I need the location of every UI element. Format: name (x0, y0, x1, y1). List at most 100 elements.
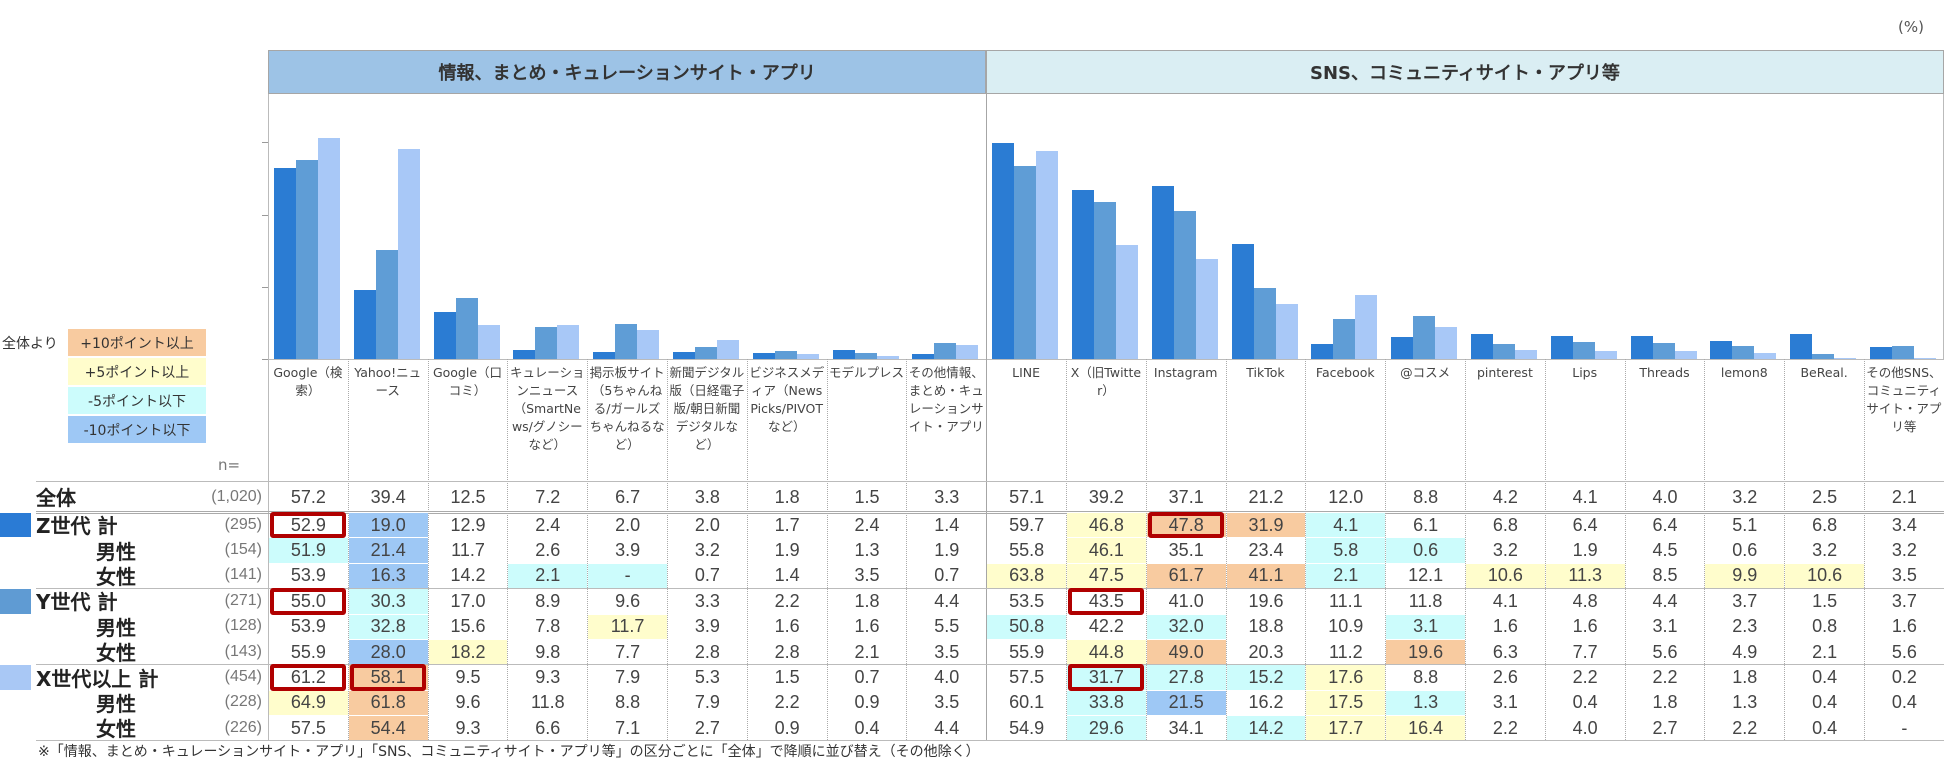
table-cell: 1.9 (1572, 540, 1598, 561)
table-cell: 2.6 (1492, 667, 1518, 688)
unit-label: (%) (1898, 18, 1924, 36)
column-divider (1544, 359, 1546, 740)
table-cell: 0.4 (1812, 692, 1838, 713)
bar-y-gen (1253, 288, 1276, 359)
table-cell: 19.6 (1386, 640, 1465, 665)
table-cell: 11.7 (451, 540, 485, 561)
table-cell: 35.1 (1168, 540, 1204, 561)
table-cell: 46.8 (1067, 513, 1146, 538)
bar-y-gen (1572, 341, 1595, 359)
table-cell: 6.8 (1812, 514, 1838, 535)
table-cell: 2.8 (694, 641, 720, 662)
bar-z-gen (433, 312, 456, 359)
table-cell: 4.1 (1306, 513, 1386, 538)
table-cell: 1.9 (774, 540, 800, 561)
table-cell: 0.2 (1891, 667, 1917, 688)
bar-x-gen (1674, 351, 1697, 359)
row-label: 男性 (96, 539, 136, 564)
bar-x-gen (1914, 358, 1936, 359)
table-cell: 7.8 (535, 616, 561, 637)
column-header-label: 掲示板サイト（5ちゃんねる/ガールズちゃんねるなど） (589, 365, 665, 452)
table-cell: 5.6 (1891, 641, 1917, 662)
column-header-label: その他SNS、コミュニティサイト・アプリ等 (1866, 365, 1942, 434)
column-divider (1465, 359, 1466, 740)
table-cell: 33.8 (1067, 690, 1146, 716)
table-cell: 3.2 (1732, 486, 1758, 507)
table-cell: 9.6 (455, 692, 481, 713)
group-row-divider (36, 664, 1944, 666)
highlight-box (270, 512, 346, 539)
bar-x-gen (796, 353, 819, 359)
table-cell: 5.8 (1306, 538, 1386, 563)
row-divider (36, 481, 1944, 482)
table-cell: 63.8 (987, 563, 1066, 589)
table-cell: 1.5 (1812, 590, 1838, 611)
column-divider (1066, 359, 1067, 740)
row-label: 女性 (96, 565, 136, 589)
row-label: X世代以上 計 (36, 666, 159, 691)
bar-y-gen (1333, 318, 1356, 359)
column-divider (1784, 359, 1786, 740)
legend-item-y: +5ポイント以上 (68, 358, 206, 385)
bar-x-gen (956, 344, 979, 359)
row-label: 男性 (96, 615, 136, 640)
table-cell: 5.6 (1652, 641, 1678, 662)
row-n-value: (454) (224, 668, 262, 686)
bar-z-gen (1311, 344, 1334, 359)
bar-y-gen (1014, 165, 1037, 359)
column-header-label: @コスメ (1400, 365, 1451, 380)
table-cell: 47.5 (1067, 563, 1146, 589)
row-n-value: (141) (224, 566, 262, 584)
highlight-box (270, 588, 346, 615)
column-header-label: Threads (1639, 365, 1690, 380)
legend-item-c: -5ポイント以下 (68, 387, 206, 414)
bar-y-gen (1812, 353, 1835, 359)
table-cell: 17.0 (450, 590, 486, 611)
bar-x-gen (1355, 295, 1378, 359)
table-cell: 1.3 (854, 540, 880, 561)
column-divider (826, 359, 828, 740)
table-cell: 50.8 (987, 614, 1066, 639)
table-cell: 2.2 (1732, 717, 1758, 738)
table-cell: 0.7 (934, 565, 960, 586)
table-cell: 11.1 (1328, 590, 1363, 611)
column-divider (1385, 359, 1387, 740)
table-cell: 4.0 (934, 667, 960, 688)
table-cell: 16.3 (348, 563, 428, 589)
column-header-label: LINE (1012, 365, 1041, 380)
bar-z-gen (1550, 335, 1573, 359)
table-cell: 0.6 (1732, 540, 1758, 561)
legend-item-o: +10ポイント以上 (68, 329, 206, 356)
column-divider (1225, 359, 1227, 740)
bar-y-gen (375, 249, 398, 359)
column-header-label: キュレーションニュース（SmartNews/グノシーなど） (510, 365, 585, 452)
table-cell: 5.1 (1732, 514, 1758, 535)
table-cell: 2.5 (1812, 486, 1838, 507)
group-header-band: SNS、コミュニティサイト・アプリ等 (986, 50, 1944, 94)
y-axis-tick (262, 286, 268, 288)
table-cell: 1.9 (934, 540, 960, 561)
table-cell: 11.8 (530, 692, 565, 713)
table-cell: 8.5 (1652, 565, 1678, 586)
chart-baseline (268, 359, 1944, 360)
bar-y-gen (1094, 201, 1116, 359)
column-header-label: Google（検索） (273, 365, 343, 398)
table-cell: 3.2 (1492, 540, 1518, 561)
row-label: Z世代 計 (36, 514, 118, 539)
column-divider (587, 359, 589, 740)
bar-z-gen (513, 350, 536, 359)
bar-x-gen (1435, 327, 1458, 359)
table-cell: 3.5 (934, 692, 960, 713)
table-cell: 6.6 (535, 717, 561, 738)
table-cell: 53.9 (290, 616, 326, 637)
table-cell: 2.2 (1652, 667, 1678, 688)
table-cell: 20.3 (1248, 641, 1284, 662)
bar-z-gen (274, 168, 296, 359)
table-cell: 42.2 (1088, 616, 1124, 637)
table-cell: 30.3 (348, 589, 428, 614)
table-cell: 2.2 (774, 590, 800, 611)
table-cell: 0.4 (1812, 667, 1838, 688)
table-cell: 1.7 (774, 514, 800, 535)
bar-x-gen (1834, 357, 1857, 359)
table-cell: 10.6 (1466, 563, 1545, 589)
